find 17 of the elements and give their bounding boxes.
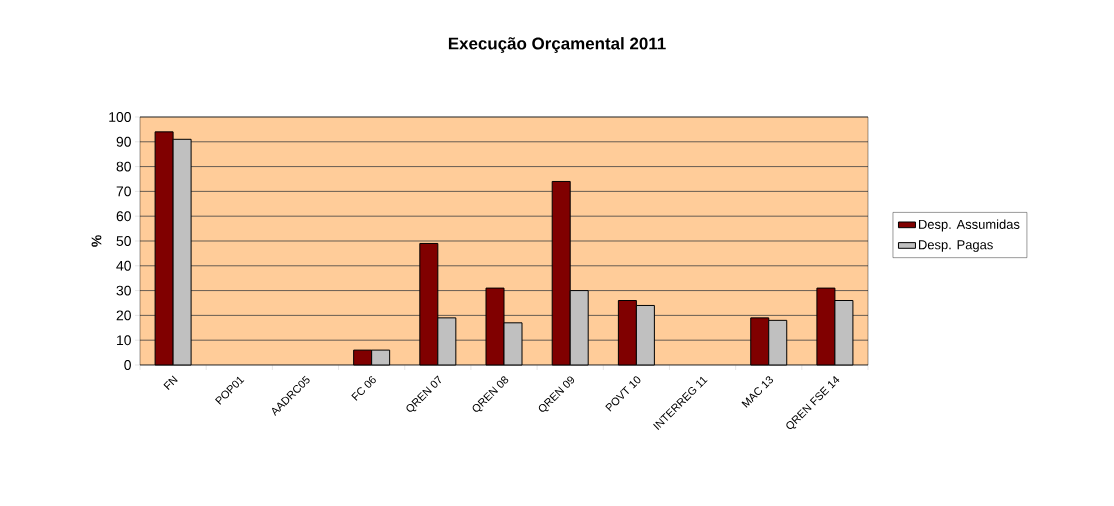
y-tick-label: 70: [116, 186, 131, 197]
y-tick-label: 50: [116, 236, 131, 246]
legend-label: Desp. Pagas: [919, 240, 993, 252]
y-tick-label: 100: [109, 112, 131, 122]
legend-label: Desp. Assumidas: [919, 219, 1020, 232]
y-tick-label: 30: [116, 285, 131, 296]
y-tick-label: 60: [116, 211, 131, 222]
y-tick-label: 40: [116, 260, 131, 271]
x-tick-label: FC 06: [351, 376, 376, 401]
y-tick-label: 90: [116, 136, 131, 147]
chart-title: Execução Orçamental 2011: [448, 37, 666, 53]
x-tick-label: FN: [163, 375, 178, 390]
y-tick-label: 0: [124, 360, 131, 370]
y-tick-label: 20: [116, 310, 131, 321]
y-tick-label: 80: [116, 161, 131, 172]
y-tick-label: 10: [117, 335, 131, 346]
y-axis-title: %: [91, 235, 102, 247]
